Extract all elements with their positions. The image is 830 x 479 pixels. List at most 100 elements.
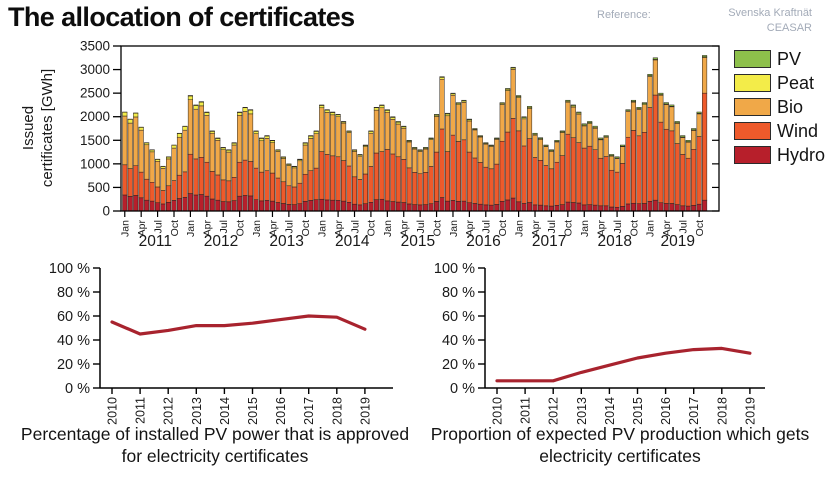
bar-segment-pv bbox=[663, 102, 669, 105]
bar-segment-hydro bbox=[138, 197, 144, 212]
bar-segment-bio bbox=[658, 95, 664, 123]
bar-segment-pv bbox=[384, 109, 390, 111]
legend-item-hydro: Hydro bbox=[734, 145, 825, 165]
bar-segment-bio bbox=[242, 111, 248, 161]
bar-segment-hydro bbox=[565, 201, 571, 212]
bar-segment-hydro bbox=[193, 194, 199, 212]
bar-segment-bio bbox=[269, 142, 275, 174]
bar-segment-peat bbox=[209, 131, 215, 134]
bar-segment-pv bbox=[559, 130, 565, 133]
bar-segment-peat bbox=[237, 112, 243, 116]
bar-segment-hydro bbox=[444, 200, 451, 212]
bar-segment-bio bbox=[368, 132, 374, 167]
bar-segment-wind bbox=[537, 160, 544, 206]
bar-segment-pv bbox=[674, 121, 680, 124]
bar-segment-hydro bbox=[652, 199, 658, 212]
bar-segment-wind bbox=[423, 172, 429, 205]
bar-segment-hydro bbox=[379, 198, 385, 212]
bar-segment-wind bbox=[516, 130, 522, 203]
bar-segment-pv bbox=[565, 99, 571, 102]
bar-segment-wind bbox=[231, 177, 237, 201]
bar-segment-peat bbox=[368, 131, 374, 134]
bar-segment-bio bbox=[171, 147, 177, 181]
bar-segment-peat bbox=[133, 112, 139, 118]
bar-segment-wind bbox=[155, 186, 161, 204]
bar-segment-wind bbox=[466, 151, 472, 204]
bar-segment-wind bbox=[362, 173, 368, 204]
month-tick-label: Oct bbox=[169, 220, 181, 236]
bar-segment-hydro bbox=[674, 204, 680, 212]
bar-segment-pv bbox=[537, 137, 544, 139]
bar-segment-bio bbox=[248, 113, 254, 162]
bar-segment-hydro bbox=[625, 203, 631, 212]
bar-segment-bio bbox=[499, 104, 505, 142]
bar-segment-bio bbox=[187, 99, 193, 155]
bar-segment-wind bbox=[226, 180, 232, 203]
bar-segment-bio bbox=[308, 138, 314, 171]
bar-segment-bio bbox=[630, 101, 637, 131]
bar-segment-bio bbox=[259, 140, 265, 173]
year-tick-label: 2010 bbox=[106, 397, 120, 425]
bar-segment-wind bbox=[346, 165, 352, 203]
bar-segment-pv bbox=[477, 135, 483, 137]
month-tick-label: Apr bbox=[202, 220, 214, 237]
bar-segment-pv bbox=[423, 147, 429, 149]
bar-segment-bio bbox=[253, 133, 259, 169]
bar-segment-wind bbox=[477, 162, 483, 205]
bar-segment-wind bbox=[428, 166, 434, 204]
main-bar-chart: 0 500 1000 1500 2000 2500 3000 3500 Jan Apr Jul Oct… bbox=[20, 39, 720, 250]
bar-segment-peat bbox=[439, 77, 445, 80]
bar-segment-wind bbox=[521, 145, 527, 204]
year-tick-label: 2019 bbox=[743, 397, 757, 425]
bar-segment-bio bbox=[149, 151, 155, 183]
bar-segment-pv bbox=[532, 132, 538, 135]
bar-segment-hydro bbox=[286, 204, 292, 212]
bar-segment-peat bbox=[324, 109, 330, 113]
bar-segment-wind bbox=[253, 167, 259, 200]
bar-segment-hydro bbox=[209, 198, 215, 212]
bar-segment-bio bbox=[603, 136, 609, 157]
year-tick-label: 2012 bbox=[547, 397, 561, 425]
month-tick-label: Apr bbox=[464, 220, 476, 237]
bar-segment-wind bbox=[444, 151, 451, 202]
bar-segment-bio bbox=[384, 111, 390, 150]
bar-segment-pv bbox=[641, 102, 647, 104]
bar-segment-wind bbox=[488, 168, 494, 206]
month-tick-label: Apr bbox=[595, 220, 607, 237]
bar-segment-wind bbox=[122, 164, 128, 196]
bar-segment-hydro bbox=[259, 200, 265, 212]
month-tick-label: Oct bbox=[300, 220, 312, 236]
bar-segment-bio bbox=[565, 101, 571, 135]
bar-segment-hydro bbox=[559, 204, 565, 212]
bar-segment-bio bbox=[455, 104, 461, 142]
percent-tick-label: 0 % bbox=[65, 381, 90, 397]
bar-segment-bio bbox=[543, 146, 549, 166]
bar-segment-pv bbox=[395, 121, 401, 123]
bar-segment-bio bbox=[133, 116, 139, 166]
bar-segment-hydro bbox=[702, 199, 708, 212]
data-line bbox=[110, 314, 367, 336]
bar-segment-hydro bbox=[176, 198, 182, 212]
month-tick-label: Apr bbox=[530, 220, 542, 237]
bar-segment-hydro bbox=[182, 197, 188, 212]
bar-segment-wind bbox=[242, 159, 248, 196]
bar-segment-wind bbox=[417, 173, 423, 206]
bar-segment-hydro bbox=[335, 200, 341, 212]
bar-segment-bio bbox=[204, 115, 210, 163]
y-tick-label: 500 bbox=[87, 180, 110, 195]
bar-segment-wind bbox=[308, 170, 314, 201]
legend-item-pv: PV bbox=[734, 49, 825, 69]
month-tick-label: Jul bbox=[218, 220, 230, 233]
bar-segment-bio bbox=[620, 146, 626, 164]
month-tick-label: Jul bbox=[349, 220, 361, 233]
bar-segment-hydro bbox=[696, 203, 702, 212]
bar-segment-hydro bbox=[149, 200, 155, 212]
bar-segment-hydro bbox=[587, 204, 593, 212]
month-tick-label: Oct bbox=[366, 220, 378, 236]
bar-segment-bio bbox=[302, 144, 308, 175]
bar-segment-pv bbox=[647, 74, 653, 76]
y-tick-label: 3500 bbox=[80, 39, 110, 54]
hydro-swatch bbox=[734, 146, 771, 164]
bar-segment-hydro bbox=[384, 200, 390, 212]
bar-segment-wind bbox=[603, 156, 609, 207]
